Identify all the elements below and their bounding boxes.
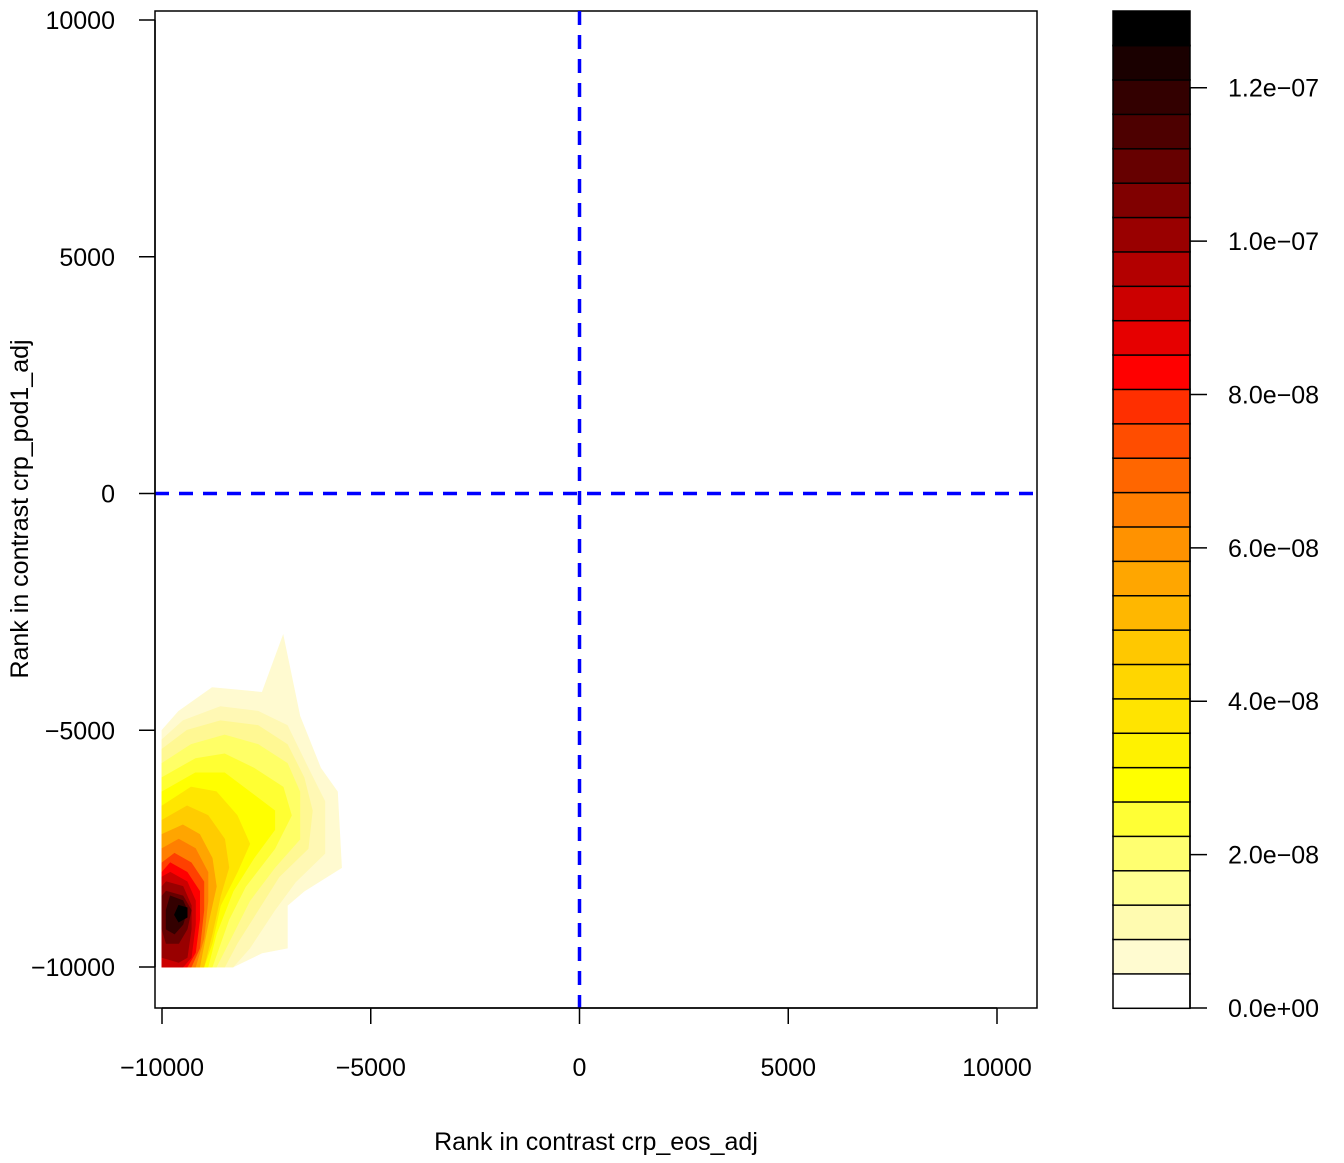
- y-axis: −10000 −5000 0 5000 10000: [31, 7, 156, 982]
- x-tick-label: 0: [573, 1054, 587, 1082]
- x-axis-title: Rank in contrast crp_eos_adj: [434, 1128, 758, 1156]
- colorbar-swatch: [1112, 663, 1191, 700]
- colorbar-swatch: [1112, 732, 1191, 769]
- colorbar-swatch: [1112, 147, 1191, 184]
- y-axis-title: Rank in contrast crp_pod1_adj: [6, 339, 34, 678]
- colorbar-swatch: [1112, 869, 1191, 906]
- colorbar-swatch: [1112, 457, 1191, 494]
- contour-fills: [161, 634, 342, 968]
- colorbar-swatch: [1112, 835, 1191, 872]
- colorbar-swatch: [1112, 10, 1191, 47]
- colorbar-swatch: [1112, 800, 1191, 838]
- colorbar-swatch: [1112, 182, 1191, 219]
- colorbar-swatch: [1112, 216, 1191, 253]
- colorbar-tick-label: 1.0e−07: [1228, 228, 1319, 256]
- x-tick-label: −5000: [336, 1054, 406, 1082]
- colorbar-swatch: [1112, 594, 1191, 631]
- colorbar-swatch: [1112, 250, 1191, 288]
- y-tick-label: 5000: [59, 244, 115, 272]
- y-tick-label: −10000: [31, 954, 115, 982]
- colorbar-swatch: [1112, 697, 1191, 735]
- colorbar-tick-label: 2.0e−08: [1228, 842, 1319, 870]
- contour-level-17: [174, 904, 188, 923]
- x-tick-label: 10000: [962, 1054, 1032, 1082]
- x-tick-label: 5000: [760, 1054, 816, 1082]
- colorbar-swatch: [1112, 44, 1191, 81]
- colorbar-swatch: [1112, 938, 1191, 975]
- colorbar-axis: 0.0e+00 2.0e−08 4.0e−08 6.0e−08 8.0e−08 1.0e−…: [1189, 75, 1319, 1023]
- colorbar-tick-label: 1.2e−07: [1228, 75, 1319, 103]
- colorbar-swatch: [1112, 388, 1191, 425]
- y-tick-label: 10000: [45, 7, 115, 35]
- y-tick-label: −5000: [45, 717, 115, 745]
- colorbar-swatch: [1112, 560, 1191, 597]
- colorbar-swatch: [1112, 113, 1191, 150]
- colorbar-tick-label: 8.0e−08: [1228, 381, 1319, 409]
- colorbar-swatch: [1112, 491, 1191, 528]
- colorbar-swatch: [1112, 904, 1191, 941]
- colorbar-tick-label: 4.0e−08: [1228, 688, 1319, 716]
- colorbar-tick-label: 0.0e+00: [1228, 995, 1319, 1023]
- colorbar-swatch: [1112, 972, 1191, 1010]
- x-axis: −10000 −5000 0 5000 10000: [120, 1007, 1032, 1082]
- colorbar-swatch: [1112, 354, 1191, 391]
- colorbar-swatch: [1112, 766, 1191, 803]
- colorbar-swatch: [1112, 422, 1191, 459]
- colorbar-swatch: [1112, 525, 1191, 563]
- y-tick-label: 0: [101, 481, 115, 509]
- colorbar-tick-label: 6.0e−08: [1228, 535, 1319, 563]
- x-tick-label: −10000: [120, 1054, 204, 1082]
- reference-lines: [155, 11, 1037, 1008]
- colorbar-swatch: [1112, 79, 1191, 116]
- colorbar-swatch: [1112, 629, 1191, 666]
- colorbar-swatch: [1112, 319, 1191, 356]
- colorbar-swatch: [1112, 285, 1191, 322]
- colorbar: [1112, 10, 1191, 1010]
